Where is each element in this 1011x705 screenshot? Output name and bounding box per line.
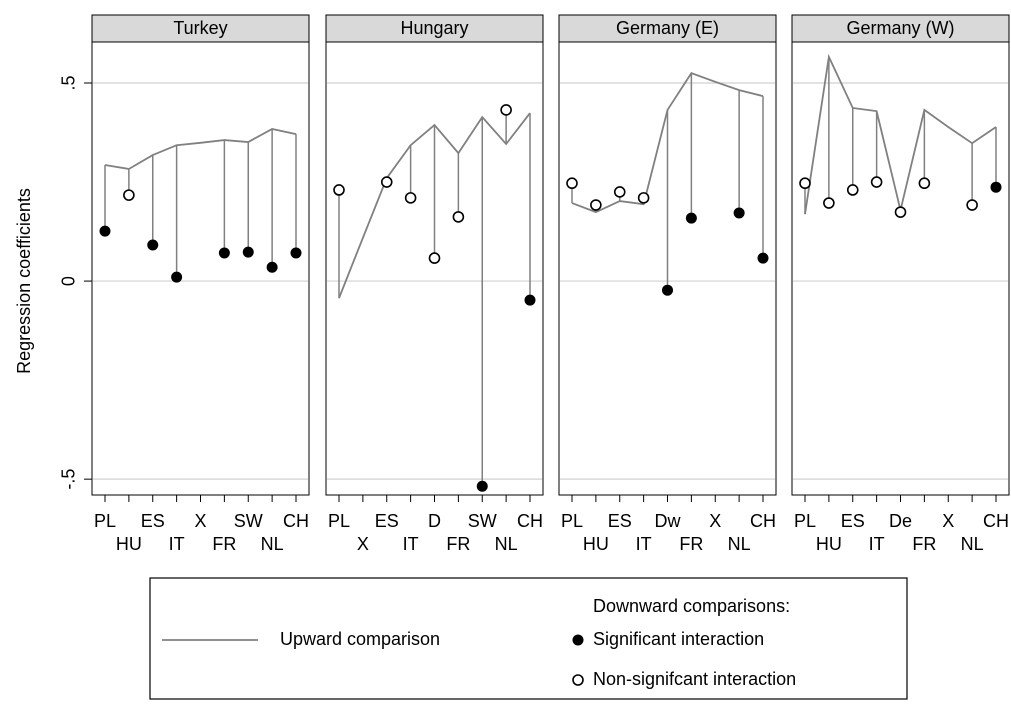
significant-point: [476, 480, 488, 492]
panel-title: Germany (E): [616, 18, 719, 38]
x-tick-label: X: [709, 511, 721, 531]
panel-title: Hungary: [400, 18, 468, 38]
x-tick-label: SW: [234, 511, 263, 531]
non-significant-point: [823, 197, 835, 209]
x-tick-label: NL: [261, 534, 284, 554]
x-tick-label: PL: [94, 511, 116, 531]
y-axis-label: Regression coefficients: [14, 188, 34, 374]
x-tick-label: FR: [446, 534, 470, 554]
x-tick-label: Dw: [655, 511, 682, 531]
x-tick-label: IT: [869, 534, 885, 554]
x-tick-label: NL: [961, 534, 984, 554]
legend-swatch: [572, 674, 584, 686]
x-tick-label: X: [194, 511, 206, 531]
non-significant-point: [428, 252, 441, 264]
x-tick-label: NL: [495, 534, 518, 554]
non-significant-point: [846, 184, 859, 196]
y-tick-label: 0: [59, 276, 79, 286]
non-significant-point: [404, 192, 417, 204]
x-tick-label: CH: [517, 511, 543, 531]
x-tick-label: ES: [608, 511, 632, 531]
legend-box: [149, 577, 908, 700]
non-significant-point: [590, 199, 602, 211]
non-significant-point: [613, 186, 626, 198]
x-tick-label: IT: [403, 534, 419, 554]
x-tick-label: X: [942, 511, 954, 531]
x-tick-label: SW: [468, 511, 497, 531]
panel-header: [558, 14, 777, 43]
non-significant-point: [637, 192, 650, 204]
x-tick-label: ES: [841, 511, 865, 531]
x-tick-label: PL: [561, 511, 583, 531]
upward-line: [104, 128, 297, 170]
x-tick-label: IT: [169, 534, 185, 554]
non-significant-point: [500, 104, 512, 116]
x-tick-label: CH: [283, 511, 309, 531]
panel-header: [325, 14, 544, 43]
x-tick-label: De: [889, 511, 912, 531]
non-significant-point: [566, 177, 578, 190]
significant-point: [290, 247, 302, 259]
legend-title: Downward comparisons:: [593, 596, 790, 616]
upward-line: [338, 112, 531, 299]
significant-point: [662, 284, 673, 296]
significant-point: [266, 261, 278, 273]
significant-point: [524, 294, 536, 306]
non-significant-point: [894, 206, 907, 218]
x-tick-label: PL: [328, 511, 350, 531]
non-significant-point: [966, 199, 978, 211]
panel-header: [91, 14, 310, 43]
significant-point: [757, 252, 769, 264]
y-tick-label: .5: [59, 75, 79, 90]
significant-point: [218, 247, 230, 259]
legend-swatch: [572, 634, 584, 646]
x-tick-label: D: [428, 511, 441, 531]
legend-label: Non-signifcant interaction: [593, 669, 796, 689]
non-significant-point: [799, 177, 811, 190]
significant-point: [147, 239, 159, 251]
x-tick-label: NL: [728, 534, 751, 554]
x-tick-label: HU: [583, 534, 609, 554]
x-tick-label: PL: [794, 511, 816, 531]
non-significant-point: [870, 176, 883, 188]
non-significant-point: [380, 176, 393, 188]
x-tick-label: CH: [983, 511, 1009, 531]
panel-title: Germany (W): [847, 18, 955, 38]
plot-area: [791, 41, 1010, 496]
significant-point: [685, 212, 697, 224]
non-significant-point: [123, 189, 135, 201]
x-tick-label: FR: [212, 534, 236, 554]
x-tick-label: HU: [816, 534, 842, 554]
x-tick-label: ES: [375, 511, 399, 531]
panel-title: Turkey: [173, 18, 227, 38]
y-tick-label: -.5: [59, 469, 79, 490]
x-tick-label: IT: [636, 534, 652, 554]
significant-point: [242, 246, 254, 258]
x-tick-label: ES: [141, 511, 165, 531]
significant-point: [733, 207, 745, 219]
legend-label: Upward comparison: [280, 629, 440, 649]
non-significant-point: [452, 211, 465, 223]
significant-point: [99, 225, 111, 237]
non-significant-point: [333, 184, 345, 196]
significant-point: [990, 181, 1002, 193]
legend-label: Significant interaction: [593, 629, 764, 649]
x-tick-label: CH: [750, 511, 776, 531]
non-significant-point: [918, 177, 931, 190]
x-tick-label: X: [357, 534, 369, 554]
upward-line: [571, 72, 764, 214]
x-tick-label: FR: [679, 534, 703, 554]
x-tick-label: HU: [116, 534, 142, 554]
x-tick-label: FR: [912, 534, 936, 554]
significant-point: [171, 271, 183, 283]
